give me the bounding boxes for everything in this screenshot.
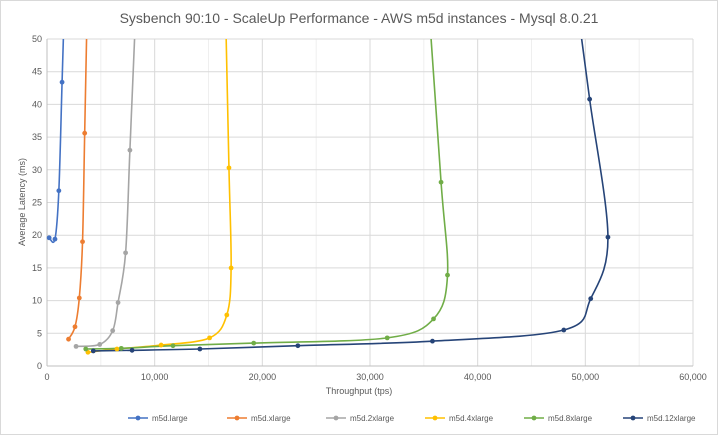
y-tick-label: 15 (32, 263, 42, 273)
markers-layer (46, 79, 611, 355)
legend-marker (333, 415, 339, 421)
y-tick-label: 40 (32, 99, 42, 109)
data-point (197, 346, 203, 352)
legend-label: m5d.8xlarge (548, 414, 593, 423)
legend-item: m5d.12xlarge (623, 414, 696, 423)
data-point (228, 265, 234, 271)
legend-marker (135, 415, 141, 421)
series-line-m5d-4xlarge (87, 39, 232, 354)
data-point (73, 343, 79, 349)
y-tick-label: 25 (32, 198, 42, 208)
data-point (97, 342, 103, 347)
series-line-m5d-8xlarge (85, 39, 449, 350)
data-point (588, 296, 594, 302)
legend-item: m5d.8xlarge (524, 414, 593, 423)
data-point (430, 338, 435, 344)
series-line-m5d-large (48, 39, 65, 244)
data-point (445, 272, 450, 278)
x-tick-label: 60,000 (679, 372, 707, 382)
data-point (226, 165, 232, 171)
y-axis-label: Average Latency (ms) (17, 158, 27, 246)
data-point (129, 347, 135, 353)
data-point (76, 295, 82, 301)
legend-item: m5d.4xlarge (425, 414, 494, 423)
axes: 0 5 10 15 20 25 30 35 40 45 50 0 10,000 20,000 30,000 4… (32, 34, 707, 382)
data-point (158, 342, 164, 348)
legend-label: m5d.12xlarge (647, 414, 696, 423)
y-tick-label: 35 (32, 132, 42, 142)
y-tick-label: 5 (37, 328, 42, 338)
data-point (90, 348, 96, 354)
data-point (438, 179, 444, 185)
data-point (170, 343, 176, 349)
legend-label: m5d.large (152, 414, 188, 423)
data-point (118, 345, 124, 351)
legend: m5d.large m5d.xlarge m5d.2xlarge m5d.4xlarg… (128, 414, 696, 423)
gridlines (46, 38, 694, 367)
data-point (83, 346, 89, 352)
legend-item: m5d.large (128, 414, 188, 423)
series-layer (48, 39, 609, 354)
y-tick-label: 20 (32, 230, 42, 240)
data-point (587, 96, 593, 102)
data-point (605, 234, 611, 240)
x-axis-label: Throughput (tps) (326, 386, 393, 396)
chart-title: Sysbench 90:10 - ScaleUp Performance - A… (120, 10, 599, 26)
data-point (66, 336, 71, 342)
data-point (561, 327, 567, 333)
data-point (431, 316, 436, 322)
data-point (82, 130, 88, 136)
legend-label: m5d.xlarge (251, 414, 291, 423)
legend-label: m5d.2xlarge (350, 414, 395, 423)
y-tick-label: 10 (32, 296, 42, 306)
data-point (295, 343, 301, 349)
data-point (56, 188, 62, 194)
x-tick-label: 50,000 (572, 372, 600, 382)
series-line-m5d-12xlarge (93, 39, 609, 352)
data-point (207, 335, 212, 341)
data-point (114, 346, 120, 352)
data-point (384, 335, 390, 341)
data-point (59, 79, 65, 85)
data-point (110, 328, 116, 334)
data-point (127, 147, 133, 153)
y-tick-label: 45 (32, 67, 42, 77)
data-point (52, 236, 58, 242)
x-tick-label: 10,000 (141, 372, 169, 382)
x-tick-label: 30,000 (356, 372, 384, 382)
y-tick-label: 50 (32, 34, 42, 44)
legend-marker (630, 415, 636, 421)
data-point (46, 235, 52, 241)
legend-item: m5d.xlarge (227, 414, 291, 423)
data-point (251, 340, 257, 346)
y-tick-label: 0 (37, 361, 42, 371)
legend-marker (531, 415, 537, 421)
y-tick-label: 30 (32, 165, 42, 175)
x-tick-label: 20,000 (249, 372, 277, 382)
legend-marker (432, 415, 438, 421)
data-point (72, 324, 78, 330)
data-point (224, 312, 230, 318)
x-tick-label: 0 (44, 372, 49, 382)
legend-marker (234, 415, 240, 421)
series-line-m5d-2xlarge (76, 39, 136, 348)
data-point (115, 300, 121, 305)
legend-label: m5d.4xlarge (449, 414, 494, 423)
data-point (123, 250, 128, 256)
legend-item: m5d.2xlarge (326, 414, 395, 423)
x-tick-label: 40,000 (464, 372, 492, 382)
data-point (80, 239, 85, 245)
